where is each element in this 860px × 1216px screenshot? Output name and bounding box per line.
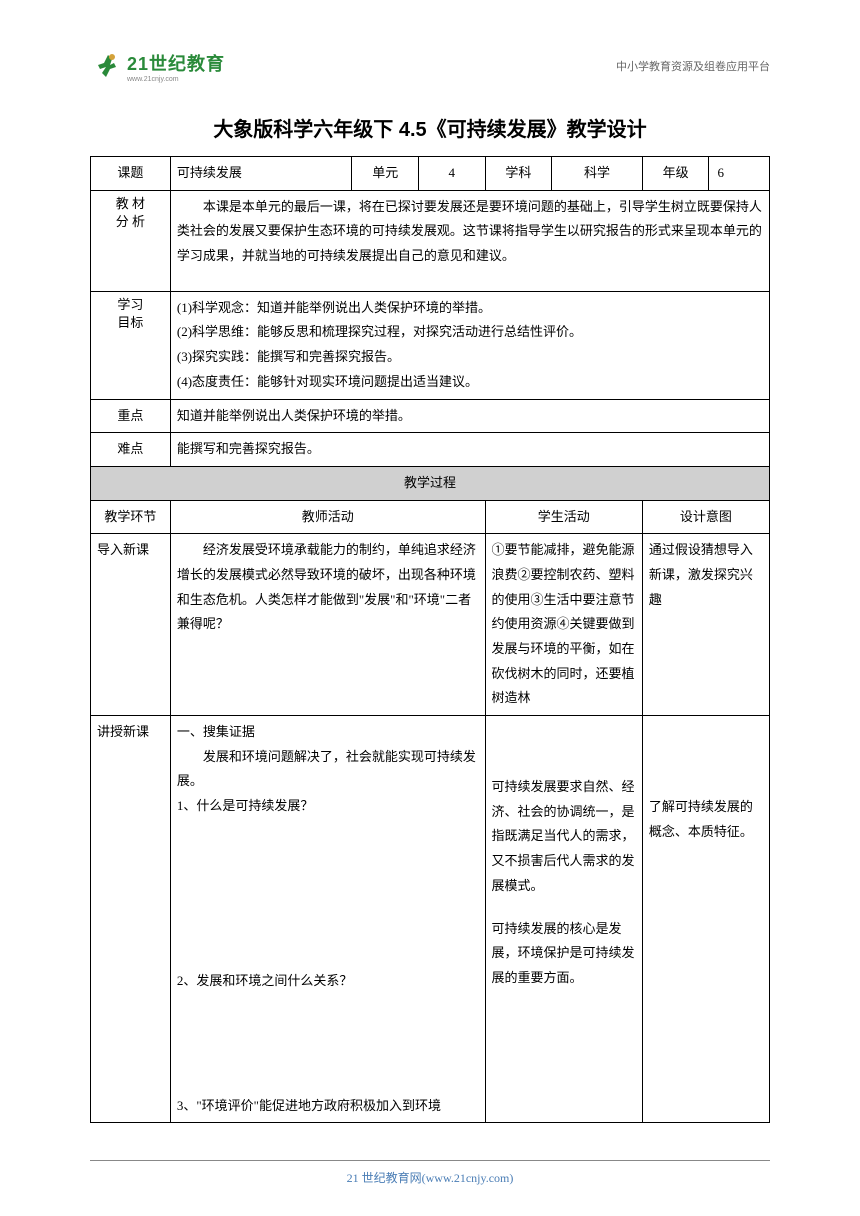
intro-intent: 通过假设猜想导入新课，激发探究兴趣 <box>642 534 769 716</box>
page-header: 21世纪教育 www.21cnjy.com 中小学教育资源及组卷应用平台 <box>90 50 770 83</box>
keypoint-text: 知道并能举例说出人类保护环境的举措。 <box>170 399 769 433</box>
keypoint-label: 重点 <box>91 399 171 433</box>
logo: 21世纪教育 www.21cnjy.com <box>90 50 225 83</box>
intro-student: ①要节能减排，避免能源浪费②要控制农药、塑料的使用③生活中要注意节约使用资源④关… <box>485 534 642 716</box>
topic-label: 课题 <box>91 157 171 191</box>
objective-item: (3)探究实践：能撰写和完善探究报告。 <box>177 345 763 370</box>
analysis-row: 教 材分 析 本课是本单元的最后一课，将在已探讨要发展还是要环境问题的基础上，引… <box>91 190 770 291</box>
header-platform-text: 中小学教育资源及组卷应用平台 <box>616 50 770 74</box>
subject-value: 科学 <box>552 157 643 191</box>
topic-value: 可持续发展 <box>170 157 352 191</box>
footer-url: (www.21cnjy.com) <box>422 1171 514 1185</box>
grade-value: 6 <box>709 157 770 191</box>
col-intent: 设计意图 <box>642 500 769 534</box>
difficulty-label: 难点 <box>91 433 171 467</box>
col-teacher: 教师活动 <box>170 500 485 534</box>
teach-phase: 讲授新课 <box>91 716 171 1123</box>
footer-text: 21 世纪教育网 <box>347 1171 422 1185</box>
objectives-label: 学习目标 <box>91 291 171 399</box>
runner-icon <box>90 51 122 83</box>
objective-item: (2)科学思维：能够反思和梳理探究过程，对探究活动进行总结性评价。 <box>177 320 763 345</box>
difficulty-text: 能撰写和完善探究报告。 <box>170 433 769 467</box>
analysis-label: 教 材分 析 <box>91 190 171 291</box>
column-header-row: 教学环节 教师活动 学生活动 设计意图 <box>91 500 770 534</box>
process-header: 教学过程 <box>91 466 770 500</box>
intro-row: 导入新课 经济发展受环境承载能力的制约，单纯追求经济增长的发展模式必然导致环境的… <box>91 534 770 716</box>
intro-phase: 导入新课 <box>91 534 171 716</box>
objectives-content: (1)科学观念：知道并能举例说出人类保护环境的举措。 (2)科学思维：能够反思和… <box>170 291 769 399</box>
logo-url: www.21cnjy.com <box>127 76 225 83</box>
objective-item: (4)态度责任：能够针对现实环境问题提出适当建议。 <box>177 370 763 395</box>
analysis-text: 本课是本单元的最后一课，将在已探讨要发展还是要环境问题的基础上，引导学生树立既要… <box>170 190 769 291</box>
document-title: 大象版科学六年级下 4.5《可持续发展》教学设计 <box>90 113 770 142</box>
objective-item: (1)科学观念：知道并能举例说出人类保护环境的举措。 <box>177 296 763 321</box>
process-header-row: 教学过程 <box>91 466 770 500</box>
keypoint-row: 重点 知道并能举例说出人类保护环境的举措。 <box>91 399 770 433</box>
unit-label: 单元 <box>352 157 419 191</box>
meta-row: 课题 可持续发展 单元 4 学科 科学 年级 6 <box>91 157 770 191</box>
grade-label: 年级 <box>642 157 709 191</box>
teach-row: 讲授新课 一、搜集证据 发展和环境问题解决了，社会就能实现可持续发展。 1、什么… <box>91 716 770 1123</box>
subject-label: 学科 <box>485 157 552 191</box>
teach-student: 可持续发展要求自然、经济、社会的协调统一，是指既满足当代人的需求，又不损害后代人… <box>485 716 642 1123</box>
teach-intent: 了解可持续发展的概念、本质特征。 <box>642 716 769 1123</box>
unit-value: 4 <box>418 157 485 191</box>
lesson-plan-table: 课题 可持续发展 单元 4 学科 科学 年级 6 教 材分 析 本课是本单元的最… <box>90 156 770 1123</box>
page-footer: 21 世纪教育网(www.21cnjy.com) <box>90 1160 770 1186</box>
logo-title: 21世纪教育 <box>127 50 225 76</box>
objectives-row: 学习目标 (1)科学观念：知道并能举例说出人类保护环境的举措。 (2)科学思维：… <box>91 291 770 399</box>
difficulty-row: 难点 能撰写和完善探究报告。 <box>91 433 770 467</box>
col-phase: 教学环节 <box>91 500 171 534</box>
intro-teacher: 经济发展受环境承载能力的制约，单纯追求经济增长的发展模式必然导致环境的破坏，出现… <box>170 534 485 716</box>
teach-teacher: 一、搜集证据 发展和环境问题解决了，社会就能实现可持续发展。 1、什么是可持续发… <box>170 716 485 1123</box>
col-student: 学生活动 <box>485 500 642 534</box>
